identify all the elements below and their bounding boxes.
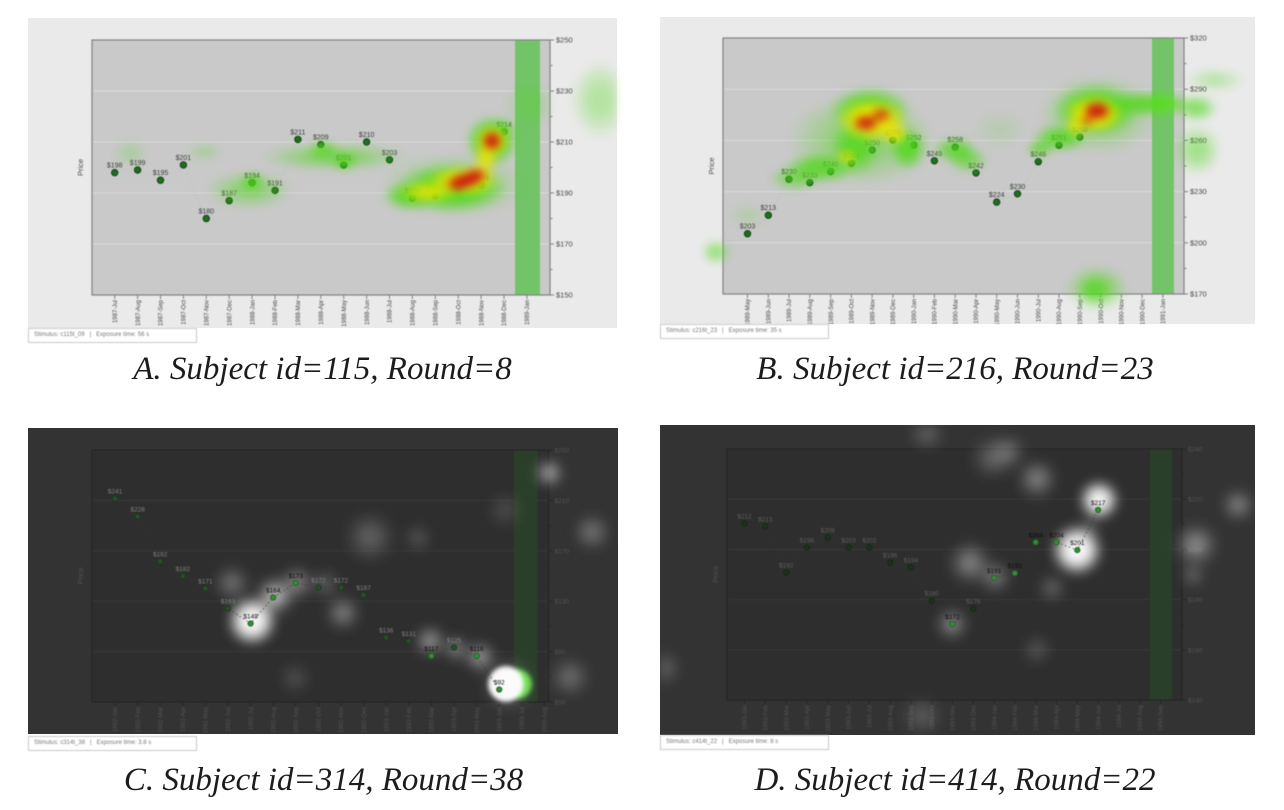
svg-text:$116: $116 bbox=[470, 646, 484, 653]
svg-text:$208: $208 bbox=[820, 528, 835, 535]
svg-text:$228: $228 bbox=[130, 507, 145, 514]
svg-text:$176: $176 bbox=[966, 599, 981, 606]
svg-text:$192: $192 bbox=[779, 563, 794, 570]
svg-text:$217: $217 bbox=[1091, 500, 1106, 507]
svg-text:$202: $202 bbox=[862, 538, 877, 545]
svg-text:$172: $172 bbox=[311, 578, 326, 585]
svg-text:$167: $167 bbox=[356, 585, 371, 592]
svg-text:$173: $173 bbox=[289, 573, 304, 580]
svg-text:$241: $241 bbox=[108, 489, 123, 496]
svg-text:$192: $192 bbox=[1008, 563, 1023, 570]
svg-text:$117: $117 bbox=[424, 646, 438, 653]
svg-text:$92: $92 bbox=[494, 680, 505, 687]
svg-text:$213: $213 bbox=[758, 517, 773, 524]
svg-text:$203: $203 bbox=[841, 538, 856, 545]
svg-text:$171: $171 bbox=[198, 579, 213, 586]
svg-text:$191: $191 bbox=[987, 568, 1002, 575]
svg-text:$136: $136 bbox=[379, 628, 394, 635]
svg-text:$180: $180 bbox=[924, 591, 939, 598]
svg-text:$198: $198 bbox=[800, 538, 815, 545]
svg-text:$172: $172 bbox=[334, 578, 349, 585]
svg-text:$192: $192 bbox=[153, 552, 168, 559]
svg-text:$131: $131 bbox=[402, 631, 417, 638]
svg-text:$182: $182 bbox=[176, 566, 191, 573]
svg-text:$125: $125 bbox=[447, 638, 462, 645]
svg-text:$172: $172 bbox=[945, 614, 960, 621]
svg-text:$212: $212 bbox=[737, 514, 752, 521]
svg-text:$196: $196 bbox=[883, 553, 898, 560]
svg-text:$204: $204 bbox=[1049, 532, 1064, 539]
svg-text:$149: $149 bbox=[243, 614, 258, 621]
svg-text:$194: $194 bbox=[904, 558, 919, 565]
svg-text:$164: $164 bbox=[266, 588, 281, 595]
svg-text:$201: $201 bbox=[1070, 540, 1085, 547]
svg-text:$163: $163 bbox=[221, 599, 236, 606]
svg-text:$204: $204 bbox=[1028, 532, 1043, 539]
